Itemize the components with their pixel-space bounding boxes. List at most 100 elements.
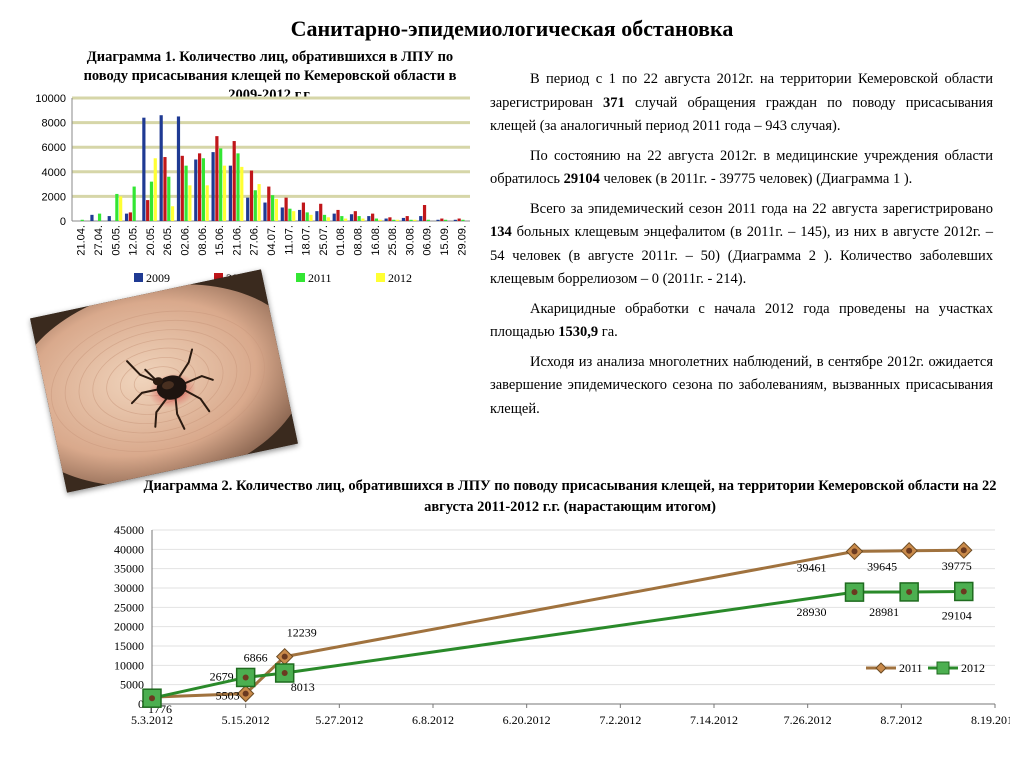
bar-2011: [219, 148, 223, 221]
x-tick-label: 5.15.2012: [222, 713, 270, 727]
y-tick-label: 0: [138, 697, 144, 711]
x-tick-label: 02.06.: [179, 225, 191, 256]
bar-2012: [309, 214, 313, 221]
series-line-2011: [151, 548, 964, 699]
legend-swatch-2012: [376, 273, 385, 282]
y-tick-label: 8000: [42, 118, 66, 130]
marker-tick-image: [960, 588, 967, 595]
bar-2009: [124, 213, 129, 221]
bar-2011: [271, 195, 275, 221]
marker-tick-image: [851, 589, 858, 596]
data-label: 12239: [287, 626, 317, 640]
legend-label: 2009: [146, 271, 170, 285]
y-tick-label: 10000: [35, 93, 66, 105]
bar-2012: [222, 165, 227, 221]
data-label: 5503: [216, 688, 240, 702]
x-tick-label: 26.05.: [162, 225, 174, 256]
x-tick-label: 7.26.2012: [784, 713, 832, 727]
marker-tick-image: [906, 547, 913, 554]
bar-2011: [340, 216, 344, 221]
x-tick-label: 6.8.2012: [412, 713, 454, 727]
bar-2009: [246, 197, 250, 221]
bar-2010: [371, 213, 375, 221]
bar-2009: [159, 115, 163, 221]
marker-tick-image: [851, 548, 858, 555]
x-tick-label: 15.09.: [439, 225, 451, 256]
bar-2010: [457, 218, 461, 221]
y-tick-label: 6000: [42, 142, 66, 154]
bar-2010: [249, 170, 254, 221]
y-tick-label: 4000: [42, 167, 66, 179]
bar-2012: [274, 198, 278, 221]
y-tick-label: 2000: [42, 191, 66, 203]
bar-2009: [263, 202, 267, 221]
bar-2010: [440, 218, 444, 221]
marker-tick-image: [960, 547, 967, 554]
legend-swatch-2009: [134, 273, 143, 282]
legend-swatch-2011: [296, 273, 305, 282]
bar-2012: [344, 218, 348, 221]
page-title: Санитарно-эпидемиологическая обстановка: [290, 16, 734, 41]
y-tick-label: 40000: [114, 542, 144, 556]
info-paragraph-5: Исходя из анализа многолетних наблюдений…: [490, 353, 993, 417]
y-tick-label: 30000: [114, 581, 144, 595]
marker-tick-image: [242, 674, 249, 681]
bar-2010: [405, 216, 409, 221]
bar-2011: [392, 219, 396, 221]
x-tick-label: 27.04.: [93, 225, 105, 256]
bar-2011: [409, 219, 413, 221]
x-tick-label: 8.19.2012: [971, 713, 1010, 727]
y-tick-label: 15000: [114, 639, 144, 653]
bar-2010: [353, 211, 357, 221]
bar-2011: [253, 190, 257, 221]
x-tick-label: 20.05.: [145, 225, 157, 256]
x-tick-label: 11.07.: [283, 225, 295, 255]
bar-2012: [378, 219, 382, 221]
bar-2009: [436, 219, 440, 221]
bar-2012: [119, 196, 123, 221]
legend-label: 2012: [961, 661, 985, 675]
bar-2009: [280, 207, 284, 221]
x-tick-label: 6.20.2012: [503, 713, 551, 727]
x-tick-label: 01.08.: [335, 225, 347, 256]
tick-on-finger-photo: [30, 269, 298, 493]
bar-2009: [419, 216, 423, 221]
x-tick-label: 16.08.: [370, 225, 382, 256]
data-label: 39775: [942, 559, 972, 573]
bar-2010: [301, 202, 306, 221]
x-tick-label: 7.2.2012: [599, 713, 641, 727]
bar-2011: [132, 186, 136, 221]
bar-2010: [336, 209, 340, 221]
marker-tick-image: [242, 690, 249, 697]
bar-2011: [149, 181, 154, 221]
bar-2009: [298, 209, 302, 221]
y-tick-label: 25000: [114, 600, 144, 614]
x-tick-label: 5.27.2012: [315, 713, 363, 727]
x-tick-label: 15.06.: [214, 225, 226, 256]
bar-2012: [395, 219, 400, 221]
x-tick-label: 04.07.: [266, 225, 278, 256]
bar-2010: [319, 203, 323, 221]
bar-2011: [184, 165, 188, 221]
x-tick-label: 21.04.: [76, 225, 88, 256]
y-tick-label: 35000: [114, 562, 144, 576]
x-tick-label: 30.08.: [404, 225, 416, 256]
bar-2011: [357, 216, 361, 221]
bar-2012: [240, 166, 244, 221]
legend-marker-2011: [875, 662, 887, 674]
marker-tick-image: [149, 695, 155, 702]
y-tick-label: 0: [60, 216, 66, 228]
bar-2009: [107, 216, 111, 221]
bar-2011: [426, 219, 430, 221]
bar-2009: [401, 217, 406, 221]
x-tick-label: 27.06.: [249, 225, 261, 256]
x-tick-label: 8.7.2012: [880, 713, 922, 727]
bar-2011: [305, 212, 309, 221]
bar-2012: [361, 218, 365, 221]
bar-2012: [205, 185, 209, 221]
bar-2009: [228, 165, 232, 221]
data-label: 39461: [797, 560, 827, 574]
bar-2009: [453, 219, 457, 221]
x-tick-label: 25.07.: [318, 225, 330, 256]
x-tick-label: 18.07.: [301, 225, 313, 256]
